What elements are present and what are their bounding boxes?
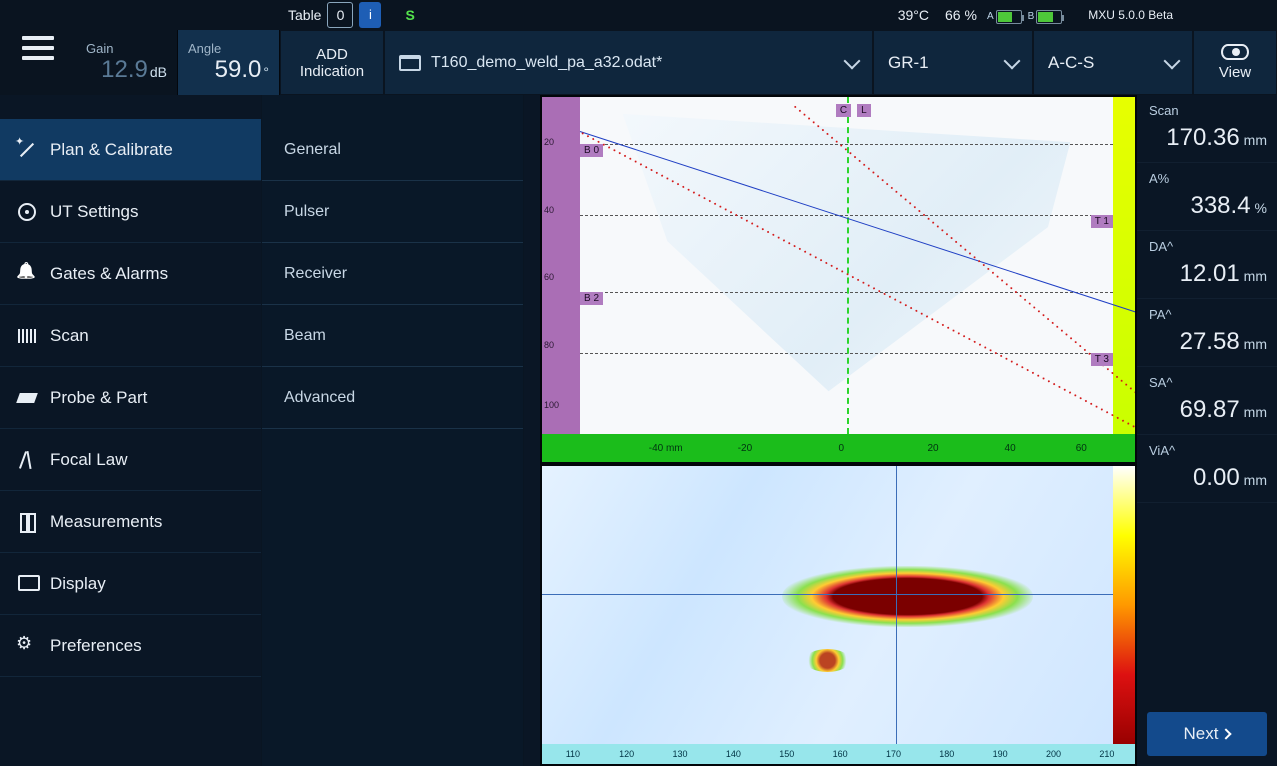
cursor-vertical[interactable] [896,466,897,744]
side-menu: Plan & Calibrate UT Settings Gates & Ala… [0,95,540,766]
chevron-down-icon [1164,52,1181,69]
s-scan-depth-ruler: 20406080100 [542,97,580,434]
folder-icon [399,55,421,71]
view-button[interactable]: View [1193,30,1277,95]
reading-DA[interactable]: DA^ 12.01mm [1137,231,1277,299]
reading-A[interactable]: A% 338.4% [1137,163,1277,231]
data-views: 20406080100 B 0B 2T 1T 3CL -40 mm-200204… [540,95,1137,766]
menu-item-gates-alarms[interactable]: Gates & Alarms [0,243,261,305]
menu-item-display[interactable]: Display [0,553,261,615]
submenu-item-beam[interactable]: Beam [262,305,523,367]
gain-box[interactable]: Gain 12.9dB [76,30,178,95]
layout-dropdown[interactable]: A-C-S [1033,30,1193,95]
next-button[interactable]: Next [1147,712,1267,756]
c-scan-canvas[interactable] [542,466,1113,744]
add-indication-l1: ADD [316,46,348,63]
s-scan-index-ruler: -40 mm-200204060 [542,434,1135,462]
s-indicator: S [405,7,414,23]
c-scan-indication [805,649,851,671]
chevron-down-icon [1004,52,1021,69]
status-temperature: 39°C [898,7,929,23]
group-dropdown[interactable]: GR-1 [873,30,1033,95]
gain-value: 12.9 [101,56,148,83]
menu-item-preferences[interactable]: Preferences [0,615,261,677]
meas-icon [18,513,36,531]
pref-icon [18,637,36,655]
add-indication-l2: Indication [300,63,364,80]
layout-value: A-C-S [1048,53,1094,73]
focal-icon [18,451,36,469]
table-index[interactable]: 0 [327,2,353,28]
angle-box[interactable]: Angle 59.0° [178,30,280,95]
main-menu-button[interactable] [0,0,76,95]
menu-item-focal-law[interactable]: Focal Law [0,429,261,491]
readings-panel: Scan 170.36mm A% 338.4% DA^ 12.01mm PA^ … [1137,95,1277,766]
table-label: Table [288,7,321,23]
chevron-right-icon [1221,728,1232,739]
reading-ViA[interactable]: ViA^ 0.00mm [1137,435,1277,503]
info-button[interactable]: i [359,2,381,28]
wand-icon [18,141,36,159]
submenu-item-pulser[interactable]: Pulser [262,181,523,243]
c-scan-palette [1113,466,1135,744]
angle-unit: ° [263,64,269,80]
reading-Scan[interactable]: Scan 170.36mm [1137,95,1277,163]
target-icon [18,203,36,221]
group-value: GR-1 [888,53,929,73]
probe-icon [18,389,36,407]
file-dropdown[interactable]: T160_demo_weld_pa_a32.odat* [384,30,873,95]
submenu-item-general[interactable]: General [262,119,523,181]
menu-item-plan-calibrate[interactable]: Plan & Calibrate [0,119,261,181]
gain-unit: dB [150,64,167,80]
menu-item-scan[interactable]: Scan [0,305,261,367]
reading-SA[interactable]: SA^ 69.87mm [1137,367,1277,435]
angle-label: Angle [188,41,269,56]
next-label: Next [1184,724,1219,744]
c-scan-indication [782,566,1033,627]
c-scan-view[interactable]: 110120130140150160170180190200210 [542,466,1135,764]
battery-B: B [1028,10,1063,24]
submenu-item-receiver[interactable]: Receiver [262,243,523,305]
gain-label: Gain [86,41,167,56]
angle-value: 59.0 [215,56,262,83]
scan-icon [18,327,36,345]
eye-icon [1221,44,1249,60]
battery-A: A [987,10,1022,24]
s-scan-canvas[interactable]: B 0B 2T 1T 3CL [580,97,1113,434]
file-name: T160_demo_weld_pa_a32.odat* [431,54,662,72]
menu-item-measurements[interactable]: Measurements [0,491,261,553]
view-label: View [1219,64,1251,81]
menu-item-probe-part[interactable]: Probe & Part [0,367,261,429]
version-label: MXU 5.0.0 Beta [1088,8,1173,22]
reading-PA[interactable]: PA^ 27.58mm [1137,299,1277,367]
chevron-down-icon [844,52,861,69]
status-battery-percent: 66 % [945,7,977,23]
s-scan-view[interactable]: 20406080100 B 0B 2T 1T 3CL -40 mm-200204… [542,97,1135,462]
c-scan-scan-ruler: 110120130140150160170180190200210 [542,744,1135,764]
submenu-item-advanced[interactable]: Advanced [262,367,523,429]
disp-icon [18,575,36,593]
cursor-horizontal[interactable] [542,594,1113,595]
hamburger-icon [22,36,54,60]
menu-item-ut-settings[interactable]: UT Settings [0,181,261,243]
add-indication-button[interactable]: ADD Indication [280,30,384,95]
bell-icon [18,265,36,283]
